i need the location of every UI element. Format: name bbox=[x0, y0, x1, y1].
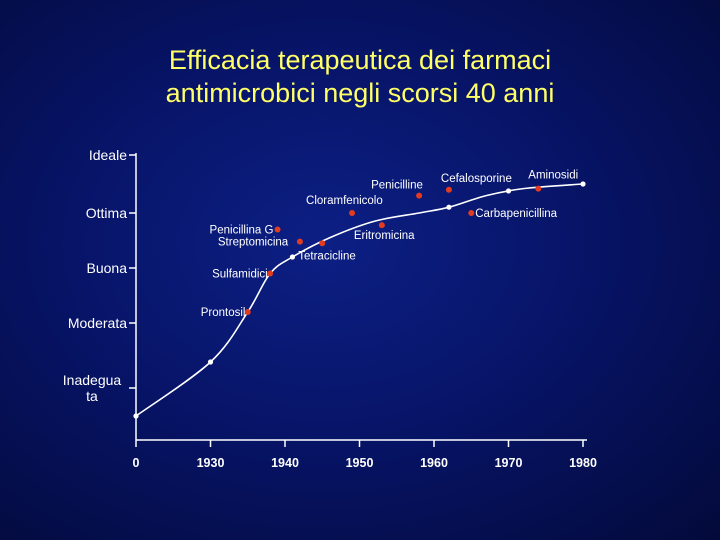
y-tick-label: Ideale bbox=[89, 147, 127, 163]
drug-marker-penicilline bbox=[416, 192, 423, 199]
x-tick-label-0: 0 bbox=[133, 456, 140, 470]
drug-label-cefalosporine: Cefalosporine bbox=[441, 173, 512, 185]
drug-label-tetracicline: Tetracicline bbox=[298, 250, 356, 262]
chart-title-line-2: antimicrobici negli scorsi 40 anni bbox=[165, 78, 555, 108]
drug-marker-streptomicina bbox=[296, 238, 303, 245]
drug-marker-cefalosporine bbox=[445, 186, 452, 193]
y-tick-label: Moderata bbox=[68, 315, 127, 331]
drug-marker-eritromicina bbox=[378, 222, 385, 229]
drug-label-eritromicina: Eritromicina bbox=[354, 230, 415, 242]
drug-marker-prontosil bbox=[244, 309, 251, 315]
chart-title: Efficacia terapeutica dei farmaci antimi… bbox=[0, 44, 720, 110]
x-tick-label-1940: 1940 bbox=[271, 456, 299, 470]
x-tick-label-1950: 1950 bbox=[346, 456, 374, 470]
x-tick-label-1980: 1980 bbox=[569, 456, 597, 470]
x-tick-label-1930: 1930 bbox=[197, 456, 225, 470]
curve-point bbox=[289, 254, 296, 260]
y-tick-label: Buona bbox=[87, 260, 128, 276]
chart-title-line-1: Efficacia terapeutica dei farmaci bbox=[168, 45, 552, 75]
curve-point bbox=[580, 181, 586, 187]
efficacy-curve bbox=[135, 183, 584, 417]
drug-label-aminosidi: Aminosidi bbox=[528, 170, 578, 182]
drug-label-sulfamidici: Sulfamidici bbox=[212, 269, 268, 281]
drug-label-prontosil: Prontosil bbox=[201, 307, 246, 319]
drug-label-penicillina-g: Penicillina G bbox=[210, 225, 274, 237]
drug-marker-carbapenicillina bbox=[468, 210, 475, 216]
drug-marker-tetracicline bbox=[319, 240, 326, 247]
drug-label-penicilline: Penicilline bbox=[371, 180, 423, 192]
drug-marker-sulfamidici bbox=[267, 270, 274, 277]
x-tick-label-1960: 1960 bbox=[420, 456, 448, 470]
drug-label-carbapenicillina: Carbapenicillina bbox=[475, 208, 557, 220]
y-tick-label: ta bbox=[86, 388, 98, 404]
drug-marker-cloramfenicolo bbox=[349, 210, 356, 216]
x-tick-label-1970: 1970 bbox=[495, 456, 523, 470]
y-tick-label: Inadegua bbox=[63, 372, 122, 388]
drug-label-cloramfenicolo: Cloramfenicolo bbox=[306, 195, 383, 207]
curve-point bbox=[446, 204, 452, 210]
curve-point bbox=[505, 188, 512, 194]
y-tick-label: Ottima bbox=[86, 205, 127, 221]
drug-label-streptomicina: Streptomicina bbox=[218, 237, 289, 249]
curve-point bbox=[207, 359, 214, 365]
drug-marker-penicillina-g bbox=[274, 226, 281, 233]
curve-point bbox=[133, 413, 139, 419]
drug-marker-aminosidi bbox=[535, 185, 542, 192]
